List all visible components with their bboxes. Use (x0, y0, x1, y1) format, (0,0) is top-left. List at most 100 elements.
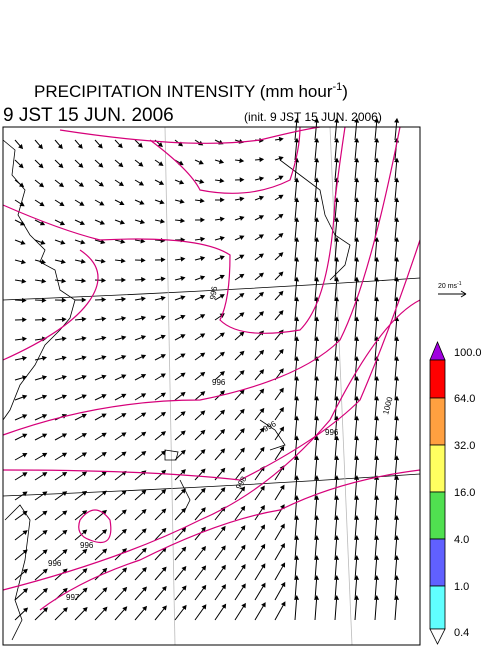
wind-arrow (14, 179, 25, 188)
wind-arrow (34, 297, 47, 303)
wind-arrow (54, 316, 67, 323)
wind-arrow (294, 575, 300, 601)
wind-arrow (234, 196, 245, 202)
wind-arrow (314, 316, 320, 341)
wind-arrow (34, 239, 46, 245)
wind-arrow (74, 529, 88, 541)
wind-arrow (54, 336, 67, 342)
wind-arrow (374, 415, 380, 441)
isobar (149, 126, 301, 194)
wind-arrow (274, 136, 284, 142)
wind-arrow (54, 259, 66, 265)
wind-arrow (354, 395, 360, 421)
wind-arrow (374, 495, 380, 521)
wind-arrow (134, 489, 147, 501)
colorbar-label: 0.4 (454, 627, 469, 639)
colorbar-label: 4.0 (454, 534, 469, 546)
wind-arrow (154, 199, 165, 205)
wind-arrow (154, 605, 167, 621)
wind-arrow (314, 217, 320, 241)
wind-arrow (394, 197, 400, 221)
wind-arrow (94, 355, 107, 361)
colorbar-label: 1.0 (454, 581, 469, 593)
wind-arrow (254, 349, 265, 361)
isobar-label: 996 (208, 285, 219, 300)
wind-arrow (134, 605, 148, 621)
wind-arrow (334, 256, 340, 281)
wind-arrow (14, 453, 28, 461)
wind-arrow (214, 332, 225, 341)
wind-arrow (234, 312, 245, 321)
wind-arrow (134, 257, 146, 263)
wind-arrow (14, 239, 26, 245)
wind-arrow (34, 394, 48, 401)
wind-arrow (34, 159, 44, 169)
wind-arrow (314, 296, 320, 321)
wind-arrow (134, 547, 147, 561)
wind-arrow (254, 311, 264, 321)
wind-arrow (294, 336, 300, 361)
colorbar-segment (429, 585, 446, 630)
wind-arrow (254, 563, 266, 581)
wind-arrow (134, 509, 147, 521)
wind-arrow (54, 199, 65, 207)
longitude-line (164, 126, 176, 646)
wind-arrow (14, 568, 28, 581)
wind-arrow (74, 139, 83, 149)
wind-arrow (154, 334, 166, 341)
wind-arrow (394, 515, 400, 541)
wind-arrow (34, 530, 48, 541)
wind-arrow (254, 176, 265, 182)
wind-arrow (274, 406, 284, 421)
wind-arrow (14, 588, 28, 601)
wind-arrow (214, 294, 225, 301)
wind-arrow (54, 239, 66, 245)
wind-arrow (334, 535, 340, 561)
wind-arrow (354, 177, 360, 201)
wind-arrow (234, 389, 245, 401)
wind-arrow (334, 495, 340, 521)
wind-arrow (134, 586, 147, 601)
wind-arrow (174, 372, 186, 381)
wind-arrow (354, 117, 360, 141)
wind-arrow (134, 219, 146, 225)
isobar (2, 299, 421, 591)
wind-arrow (54, 139, 63, 150)
wind-arrow (94, 606, 108, 621)
wind-arrow (374, 375, 380, 401)
wind-arrow (294, 495, 300, 521)
wind-arrow (274, 581, 286, 601)
wind-arrow (334, 435, 340, 461)
wind-arrow (74, 297, 87, 303)
wind-arrow (194, 410, 206, 421)
wind-arrow (214, 236, 225, 241)
wind-arrow (154, 431, 167, 441)
wind-arrow (314, 197, 320, 221)
wind-arrow (74, 199, 85, 206)
coastline (4, 504, 31, 641)
wind-arrow (94, 567, 108, 581)
wind-arrow (214, 216, 225, 222)
wind-arrow (134, 315, 147, 321)
wind-arrow (374, 117, 380, 141)
wind-arrow (14, 259, 27, 265)
wind-arrow (194, 584, 207, 601)
wind-arrow (94, 199, 105, 206)
wind-arrow (294, 236, 300, 261)
isobar-label: 996 (212, 378, 226, 387)
wind-arrow (94, 471, 107, 481)
wind-arrow (94, 529, 108, 541)
wind-arrow (114, 179, 124, 187)
wind-arrow (294, 256, 300, 281)
wind-arrow (274, 194, 284, 201)
wind-arrow (274, 156, 284, 161)
wind-arrow (294, 296, 300, 321)
wind-arrow (54, 159, 64, 169)
wind-arrow (374, 157, 380, 181)
wind-arrow (334, 375, 340, 401)
wind-arrow (54, 278, 67, 284)
wind-arrow (254, 195, 265, 201)
wind-arrow (394, 495, 400, 521)
wind-arrow (214, 584, 226, 601)
wind-arrow (94, 394, 107, 401)
